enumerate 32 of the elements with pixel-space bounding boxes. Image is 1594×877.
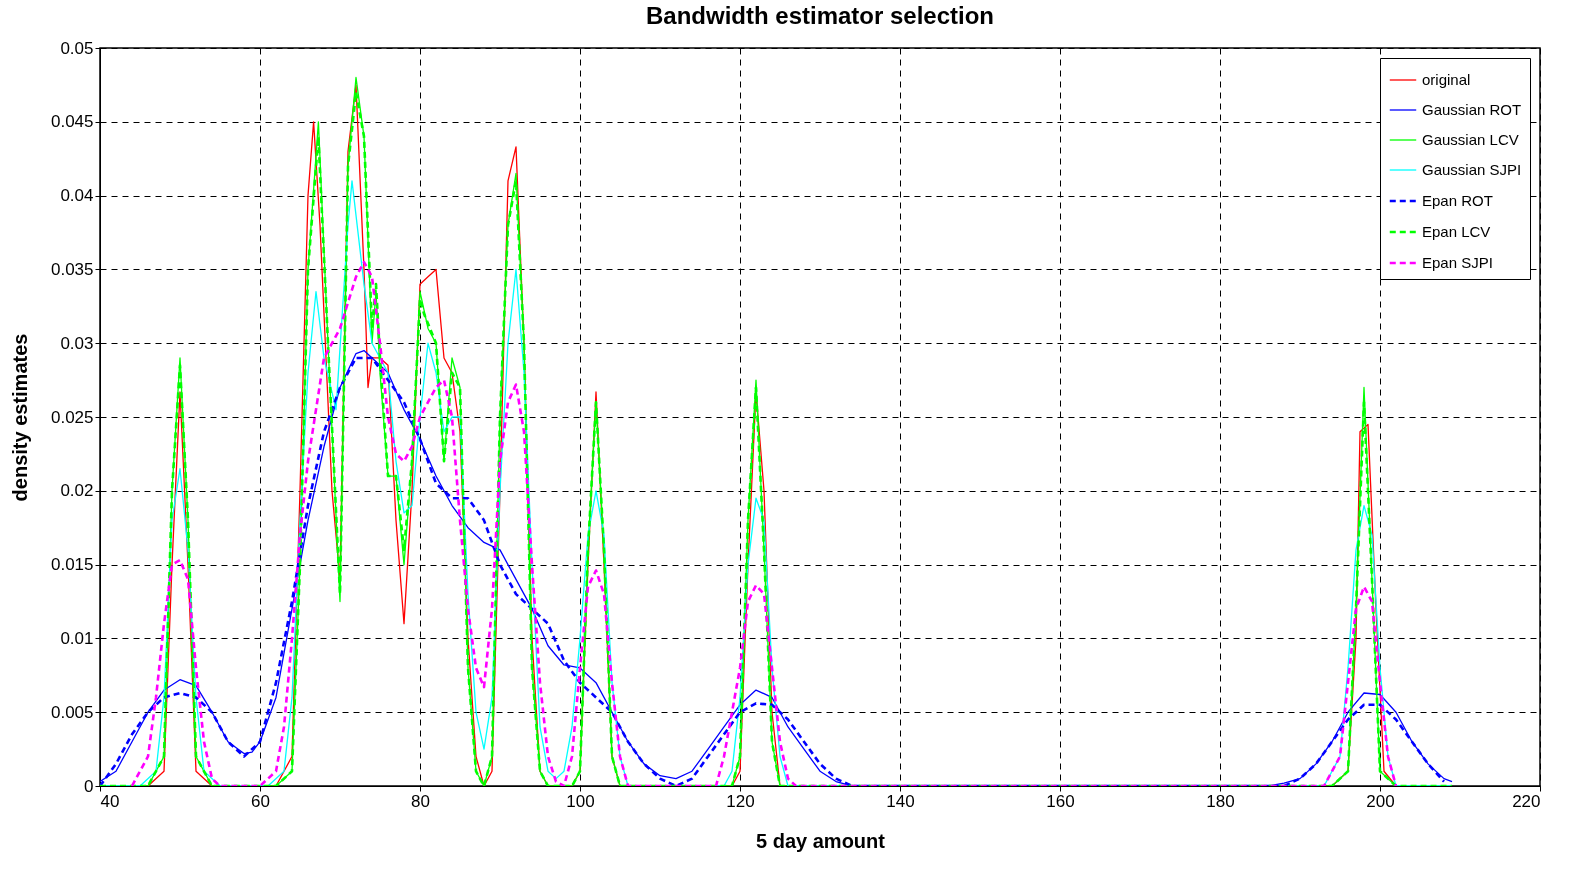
x-tick-label: 200 xyxy=(1366,791,1395,811)
y-tick-label: 0.05 xyxy=(60,38,94,58)
legend-label: Gaussian SJPI xyxy=(1422,161,1522,178)
y-axis-title: density estimates xyxy=(8,333,31,502)
legend-label: Gaussian LCV xyxy=(1422,131,1519,148)
y-tick-label: 0.035 xyxy=(50,259,94,279)
y-tick-label: 0.025 xyxy=(50,407,94,427)
legend-label: Gaussian ROT xyxy=(1422,101,1522,118)
y-tick-label: 0.01 xyxy=(60,628,94,648)
x-tick-label: 160 xyxy=(1046,791,1075,811)
x-tick-label: 40 xyxy=(100,791,120,811)
chart-title: Bandwidth estimator selection xyxy=(645,2,995,29)
legend-label: Epan LCV xyxy=(1422,223,1491,240)
y-tick-label: 0.04 xyxy=(60,186,94,206)
x-tick-label: 180 xyxy=(1206,791,1235,811)
line-series xyxy=(130,260,1398,786)
y-tick-label: 0.03 xyxy=(60,333,94,353)
y-tick-label: 0 xyxy=(84,776,94,796)
legend-label: Epan ROT xyxy=(1422,192,1493,209)
x-tick-label: 60 xyxy=(251,791,270,811)
x-tick-label: 80 xyxy=(411,791,430,811)
y-tick-label: 0.02 xyxy=(60,481,94,501)
x-tick-label: 120 xyxy=(726,791,755,811)
x-tick-label: 100 xyxy=(566,791,595,811)
legend-label: Epan SJPI xyxy=(1422,254,1493,271)
x-axis-title: 5 day amount xyxy=(756,829,886,852)
legend-label: original xyxy=(1422,71,1471,88)
x-tick-label: 140 xyxy=(886,791,915,811)
y-tick-label: 0.015 xyxy=(50,555,94,575)
y-tick-label: 0.045 xyxy=(50,112,94,132)
y-tick-label: 0.005 xyxy=(50,702,94,722)
x-tick-label: 220 xyxy=(1512,791,1541,811)
